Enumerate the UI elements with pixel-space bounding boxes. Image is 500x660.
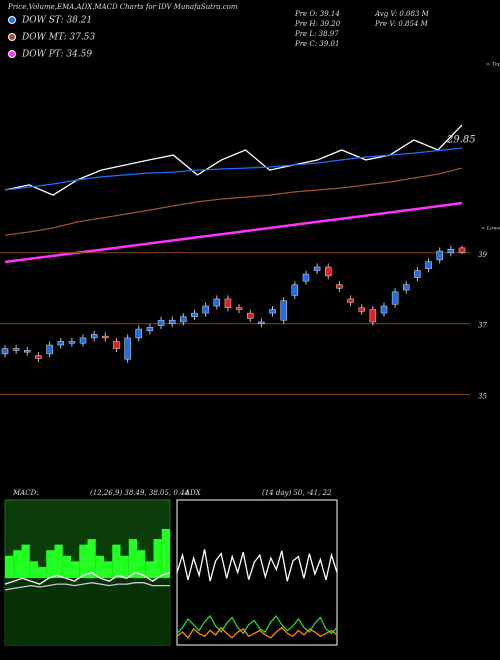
candle-body [57, 341, 64, 346]
panel-title: MACD: [12, 489, 39, 497]
candle-body [102, 335, 109, 339]
histogram-bar [120, 555, 129, 579]
candle-body [425, 261, 432, 270]
histogram-bar [104, 561, 113, 579]
y-tick-label: 37 [478, 322, 487, 330]
candle-body [269, 309, 276, 314]
candle-body [291, 284, 299, 296]
series-line [176, 626, 338, 639]
histogram-bar [29, 561, 38, 579]
candle-body [79, 337, 87, 344]
candle-body [135, 328, 143, 339]
annotation: < Lows [481, 226, 500, 232]
candle-body [369, 309, 377, 323]
panel-subtitle: (12,26,9) 38.49, 38.05, 0.44 [90, 489, 189, 497]
candle-body [235, 307, 243, 310]
panel-title: ADX [184, 489, 202, 497]
candle-body [157, 319, 165, 326]
candle-body [280, 300, 287, 321]
candle-body [124, 337, 131, 360]
histogram-bar [38, 566, 47, 579]
legend-label: DOW PT: 34.59 [21, 50, 92, 60]
candle-body [458, 247, 466, 253]
stat: Avg V: 0.083 M [374, 10, 430, 18]
candle-body [113, 341, 120, 349]
series-line [4, 582, 170, 591]
stat: Pre H: 39.20 [294, 20, 341, 28]
y-tick-label: 35 [478, 393, 487, 401]
candle-body [46, 344, 53, 355]
series-line [4, 201, 463, 264]
candle-body [403, 284, 410, 291]
series-line [4, 571, 171, 585]
series-line [4, 147, 463, 191]
stat: Pre O: 39.14 [294, 10, 340, 18]
annotation: < Tops [486, 62, 500, 68]
candle-body [313, 266, 321, 271]
panel-bg [176, 499, 338, 646]
candle-body [447, 249, 455, 254]
stat: Pre L: 38.97 [294, 30, 339, 38]
page-title: Price,Volume,EMA,ADX,MACD Charts for IDV… [7, 3, 238, 11]
candle-body [90, 334, 98, 339]
histogram-bar [5, 555, 14, 579]
candle-body [324, 266, 332, 277]
candle-body [436, 250, 443, 261]
histogram-bar [95, 555, 104, 579]
candle-body [358, 307, 365, 312]
candle-body [302, 273, 310, 282]
candle-body [336, 284, 343, 289]
stat: Pre C: 39.01 [294, 40, 339, 48]
series-line [4, 124, 463, 196]
candle-body [258, 321, 265, 324]
candle-body [146, 327, 154, 332]
histogram-bar [145, 561, 154, 579]
histogram-bar [161, 529, 170, 579]
histogram-bar [153, 539, 162, 579]
candle-body [191, 312, 198, 317]
candle-body [347, 298, 354, 303]
candle-body [391, 291, 399, 305]
legend-swatch [8, 50, 16, 58]
legend-swatch [8, 16, 16, 24]
histogram-bar [79, 544, 88, 579]
legend-label: DOW MT: 37.53 [21, 33, 96, 43]
candle-body [35, 355, 42, 359]
histogram-bar [87, 539, 96, 579]
histogram-bar [13, 550, 22, 579]
y-tick-label: 39 [478, 251, 487, 259]
panel-bg-lower [5, 572, 170, 645]
histogram-bar [112, 544, 121, 579]
candle-body [380, 305, 388, 314]
legend-swatch [8, 33, 16, 41]
candle-body [180, 316, 187, 323]
series-line [176, 549, 338, 582]
candle-body [224, 298, 232, 309]
legend-label: DOW ST: 38.21 [21, 16, 92, 26]
histogram-bar [71, 561, 80, 579]
series-line [4, 167, 463, 236]
candle-body [24, 350, 31, 353]
annotation: 29.85 [446, 135, 476, 146]
candle-body [213, 298, 221, 307]
histogram-bar [46, 550, 55, 579]
histogram-bar [128, 539, 137, 579]
candle-body [202, 305, 209, 314]
histogram-bar [21, 544, 30, 579]
panel-subtitle: (14 day) 50, -41, 22 [262, 489, 332, 497]
stat: Pre V: 0.854 M [374, 20, 429, 28]
candle-body [168, 319, 176, 324]
candle-body [414, 270, 421, 278]
series-line [176, 614, 338, 635]
candle-body [246, 312, 254, 319]
histogram-bar [54, 544, 63, 579]
histogram-bar [137, 550, 146, 579]
candle-body [68, 341, 76, 344]
histogram-bar [62, 555, 71, 579]
candle-body [12, 348, 20, 351]
candle-body [1, 348, 9, 355]
